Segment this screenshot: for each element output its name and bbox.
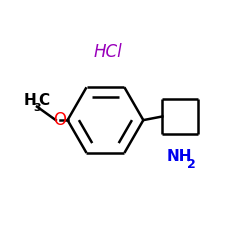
Text: 2: 2	[187, 158, 196, 170]
Text: NH: NH	[166, 149, 192, 164]
Text: O: O	[53, 111, 66, 129]
Text: H: H	[24, 94, 36, 108]
Text: HCl: HCl	[94, 43, 122, 61]
Text: C: C	[39, 94, 50, 108]
Text: 3: 3	[33, 103, 40, 113]
